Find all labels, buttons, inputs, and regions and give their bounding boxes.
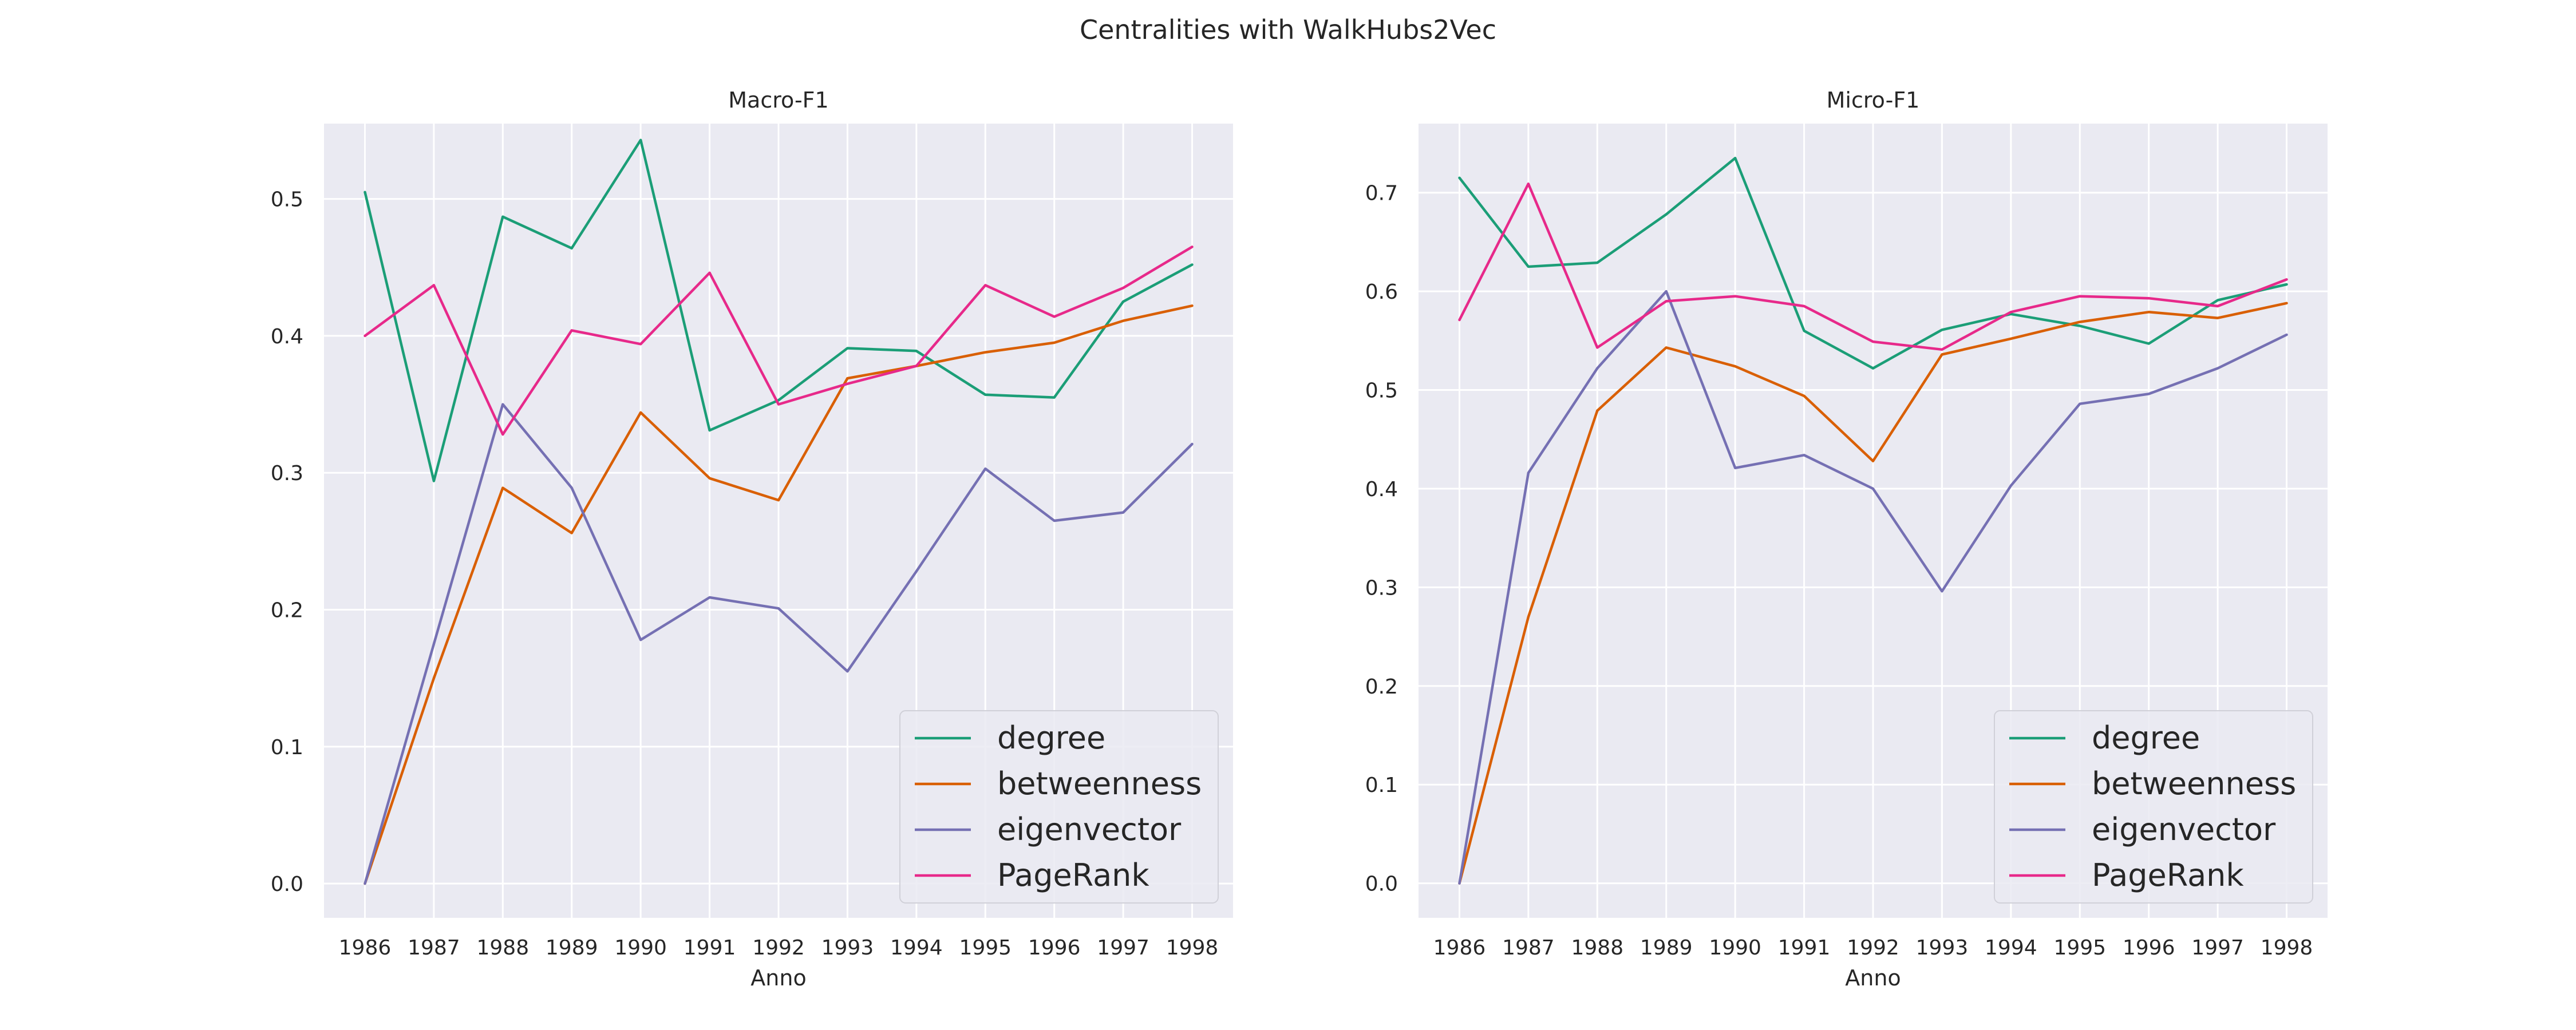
chart-1-title: Micro-F1 bbox=[1827, 88, 1920, 113]
chart-1-x-tick-label: 1990 bbox=[1709, 936, 1761, 960]
chart-1-y-tick-label: 0.1 bbox=[1365, 774, 1398, 797]
chart-1-y-tick-label: 0.2 bbox=[1365, 675, 1398, 699]
chart-1-legend: degree betweenness eigenvector PageRank bbox=[1994, 710, 2313, 904]
chart-0-x-tick-label: 1986 bbox=[339, 936, 392, 960]
chart-0-legend-frame bbox=[899, 710, 1219, 904]
chart-1-y-tick-label: 0.6 bbox=[1365, 280, 1398, 304]
chart-0-series-line-betweenness bbox=[364, 304, 1194, 885]
chart-0-x-tick-label: 1998 bbox=[1166, 936, 1219, 960]
chart-0-x-tick-label: 1989 bbox=[546, 936, 598, 960]
chart-0-legend-label-betweenness: betweenness bbox=[997, 766, 1202, 802]
chart-0-x-tick-label: 1995 bbox=[959, 936, 1012, 960]
chart-1-series-line-betweenness bbox=[1458, 302, 2288, 885]
chart-1-x-tick-label: 1996 bbox=[2123, 936, 2175, 960]
chart-1-x-tick-label: 1986 bbox=[1433, 936, 1486, 960]
chart-1-y-tick-label: 0.4 bbox=[1365, 478, 1398, 501]
chart-1-x-tick-label: 1998 bbox=[2261, 936, 2313, 960]
chart-1-legend-label-betweenness: betweenness bbox=[2092, 766, 2296, 802]
chart-1-x-tick-label: 1988 bbox=[1571, 936, 1623, 960]
chart-0-x-axis-label: Anno bbox=[750, 965, 806, 991]
chart-1-y-tick-label: 0.3 bbox=[1365, 576, 1398, 600]
chart-1-y-tick-label: 0.7 bbox=[1365, 182, 1398, 205]
chart-0-x-tick-label: 1997 bbox=[1097, 936, 1149, 960]
chart-1-x-tick-label: 1993 bbox=[1916, 936, 1969, 960]
chart-1-x-tick-label: 1994 bbox=[1985, 936, 2037, 960]
chart-0-x-tick-label: 1996 bbox=[1028, 936, 1081, 960]
chart-0-x-tick-label: 1992 bbox=[752, 936, 805, 960]
chart-0-x-tick-label: 1987 bbox=[408, 936, 460, 960]
chart-1-series-line-pagerank bbox=[1458, 182, 2288, 351]
chart-1-series-line-eigenvector bbox=[1458, 290, 2288, 885]
chart-0-y-tick-label: 0.1 bbox=[271, 736, 303, 759]
chart-0-legend-label-eigenvector: eigenvector bbox=[997, 811, 1182, 847]
chart-1-y-tick-label: 0.5 bbox=[1365, 379, 1398, 403]
chart-0-series-line-degree bbox=[364, 138, 1194, 482]
chart-1-x-tick-label: 1995 bbox=[2053, 936, 2106, 960]
chart-1-legend-frame bbox=[1994, 710, 2313, 904]
chart-0-x-tick-label: 1993 bbox=[821, 936, 874, 960]
chart-0-x-tick-label: 1994 bbox=[890, 936, 943, 960]
chart-1-y-tick-label: 0.0 bbox=[1365, 873, 1398, 896]
chart-1-x-tick-label: 1997 bbox=[2191, 936, 2244, 960]
chart-0-x-tick-label: 1990 bbox=[614, 936, 667, 960]
chart-1-legend-label-pagerank: PageRank bbox=[2092, 857, 2244, 893]
chart-0-title: Macro-F1 bbox=[728, 88, 828, 113]
chart-0-y-tick-label: 0.0 bbox=[271, 873, 303, 896]
chart-panel-macro-f1: 0.0 0.1 0.2 0.3 0.4 0.5 1986 1987 1988 1989 1990 19… bbox=[271, 88, 1233, 991]
chart-0-y-tick-label: 0.2 bbox=[271, 599, 303, 623]
chart-0-legend-label-degree: degree bbox=[997, 720, 1105, 756]
chart-1-x-tick-label: 1992 bbox=[1847, 936, 1899, 960]
chart-1-x-axis-label: Anno bbox=[1845, 965, 1901, 991]
chart-0-legend: degree betweenness eigenvector PageRank bbox=[899, 710, 1219, 904]
chart-1-x-tick-label: 1989 bbox=[1640, 936, 1693, 960]
chart-0-series-line-eigenvector bbox=[364, 403, 1194, 885]
chart-1-series-line-degree bbox=[1458, 157, 2288, 370]
chart-0-y-tick-label: 0.3 bbox=[271, 462, 303, 485]
chart-1-legend-label-eigenvector: eigenvector bbox=[2092, 811, 2276, 847]
chart-0-legend-label-pagerank: PageRank bbox=[997, 857, 1149, 893]
chart-0-x-tick-label: 1988 bbox=[476, 936, 529, 960]
chart-1-legend-label-degree: degree bbox=[2092, 720, 2200, 756]
chart-1-x-tick-label: 1991 bbox=[1778, 936, 1831, 960]
figure-title: Centralities with WalkHubs2Vec bbox=[1080, 14, 1496, 45]
chart-0-y-tick-label: 0.4 bbox=[271, 325, 303, 348]
chart-panel-micro-f1: 0.0 0.1 0.2 0.3 0.4 0.5 0.6 0.7 1986 1987 1988 1989… bbox=[1365, 88, 2328, 991]
chart-0-x-tick-label: 1991 bbox=[683, 936, 736, 960]
chart-0-series-line-pagerank bbox=[364, 245, 1194, 436]
chart-1-x-tick-label: 1987 bbox=[1502, 936, 1555, 960]
chart-0-y-tick-label: 0.5 bbox=[271, 188, 303, 212]
